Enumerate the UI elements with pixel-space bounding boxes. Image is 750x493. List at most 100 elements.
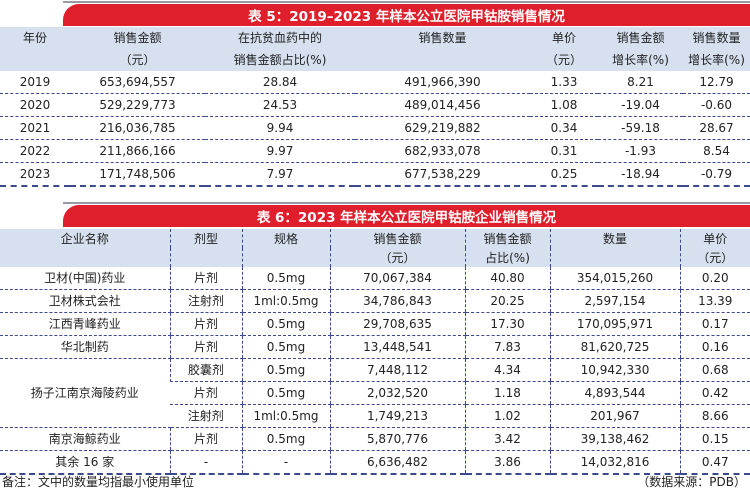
unit-price-cell: 0.47 bbox=[679, 450, 750, 475]
dosage-form-cell: 片剂 bbox=[169, 427, 242, 451]
table6-header-cell: 单价 bbox=[679, 229, 750, 248]
share-cell: 20.25 bbox=[464, 289, 550, 313]
table-row: 其余 16 家 - - 6,636,482 3.86 14,032,816 0.… bbox=[0, 450, 750, 475]
unit-price-cell: 0.15 bbox=[679, 427, 750, 451]
table5-header-cell: 增长率(%) bbox=[612, 52, 669, 67]
dosage-form-cell: 片剂 bbox=[170, 381, 242, 405]
table6-header-cell: 规格 bbox=[241, 229, 330, 248]
sales-amount-cell: 34,786,843 bbox=[329, 289, 465, 313]
amount-growth-cell: -1.93 bbox=[624, 144, 657, 158]
table6-header-cell: （元） bbox=[679, 248, 750, 267]
table6-header-cell bbox=[0, 248, 170, 267]
table5-header-cell: （元） bbox=[545, 52, 582, 67]
spec-cell: 0.5mg bbox=[241, 381, 330, 405]
table-row: 注射剂 1ml:0.5mg 1,749,213 1.02 201,967 8.6… bbox=[0, 404, 750, 428]
amount-growth-cell: -18.94 bbox=[621, 167, 660, 181]
table-row: 江西青峰药业 片剂 0.5mg 29,708,635 17.30 170,095… bbox=[0, 312, 750, 336]
spec-cell: 0.5mg bbox=[241, 312, 330, 336]
table-row: 2019 653,694,557 28.84 491,966,390 1.33 … bbox=[0, 71, 750, 94]
spec-cell: 0.5mg bbox=[241, 427, 330, 451]
table5-header-cell: 销售数量 bbox=[692, 30, 741, 45]
share-cell: 28.84 bbox=[262, 75, 298, 89]
sales-amount-cell: 529,229,773 bbox=[99, 98, 176, 112]
spec-cell: - bbox=[241, 450, 330, 475]
company-cell: 江西青峰药业 bbox=[0, 312, 170, 336]
table5-header-cell: 销售数量 bbox=[418, 30, 467, 45]
share-cell: 9.94 bbox=[266, 121, 294, 135]
table5-header-cell bbox=[0, 49, 70, 71]
share-cell: 7.83 bbox=[464, 335, 550, 359]
table6-header-row-2: （元） 占比(%) （元） bbox=[0, 248, 750, 267]
table6-header-cell bbox=[169, 248, 242, 267]
table6-header-row-1: 企业名称 剂型 规格 销售金额 销售金额 数量 单价 bbox=[0, 229, 750, 248]
spec-cell: 0.5mg bbox=[241, 358, 330, 382]
table5-title: 表 5：2019–2023 年样本公立医院甲钴胺销售情况 bbox=[63, 4, 750, 26]
share-cell: 1.18 bbox=[464, 381, 550, 405]
sales-amount-cell: 7,448,112 bbox=[329, 358, 465, 382]
spec-cell: 1ml:0.5mg bbox=[241, 289, 330, 313]
spec-cell: 0.5mg bbox=[241, 335, 330, 359]
company-cell: 华北制药 bbox=[0, 335, 170, 359]
year-cell: 2019 bbox=[19, 75, 51, 89]
dosage-form-cell: 注射剂 bbox=[169, 289, 242, 313]
quantity-cell: 354,015,260 bbox=[549, 267, 680, 290]
sales-amount-cell: 2,032,520 bbox=[329, 381, 465, 405]
company-cell: 扬子江南京海陵药业 bbox=[0, 358, 170, 428]
table-row: 卫材株式会社 注射剂 1ml:0.5mg 34,786,843 20.25 2,… bbox=[0, 289, 750, 313]
sales-amount-cell: 5,870,776 bbox=[329, 427, 465, 451]
unit-price-cell: 8.66 bbox=[679, 404, 750, 428]
qty-growth-cell: -0.60 bbox=[700, 98, 733, 112]
unit-price-cell: 0.31 bbox=[550, 144, 578, 158]
table5-header-row-1: 年份 销售金额 在抗贫血药中的 销售数量 单价 销售金额 销售数量 bbox=[0, 27, 750, 49]
share-cell: 9.97 bbox=[266, 144, 294, 158]
table6-top-rule bbox=[63, 202, 750, 204]
sales-amount-cell: 653,694,557 bbox=[99, 75, 176, 89]
amount-growth-cell: 8.21 bbox=[627, 75, 654, 89]
dosage-form-cell: - bbox=[169, 450, 242, 475]
quantity-cell: 10,942,330 bbox=[549, 358, 680, 382]
year-cell: 2023 bbox=[19, 167, 51, 181]
table-row: 扬子江南京海陵药业 胶囊剂 0.5mg 7,448,112 4.34 10,94… bbox=[0, 358, 750, 428]
unit-price-cell: 0.20 bbox=[679, 267, 750, 290]
sales-qty-cell: 677,538,229 bbox=[404, 167, 481, 181]
table6-title: 表 6：2023 年样本公立医院甲钴胺企业销售情况 bbox=[63, 205, 750, 227]
sales-qty-cell: 491,966,390 bbox=[404, 75, 481, 89]
dosage-form-cell: 片剂 bbox=[169, 267, 242, 290]
sales-amount-cell: 1,749,213 bbox=[329, 404, 465, 428]
year-cell: 2022 bbox=[19, 144, 51, 158]
company-cell: 卫材株式会社 bbox=[0, 289, 170, 313]
sales-amount-cell: 211,866,166 bbox=[99, 144, 176, 158]
share-cell: 40.80 bbox=[464, 267, 550, 290]
table-row: 卫材(中国)药业 片剂 0.5mg 70,067,384 40.80 354,0… bbox=[0, 267, 750, 290]
unit-price-cell: 0.16 bbox=[679, 335, 750, 359]
sales-amount-cell: 6,636,482 bbox=[329, 450, 465, 475]
sales-amount-cell: 70,067,384 bbox=[329, 267, 465, 290]
share-cell: 1.02 bbox=[464, 404, 550, 428]
unit-price-cell: 0.25 bbox=[550, 167, 578, 181]
quantity-cell: 14,032,816 bbox=[549, 450, 680, 475]
table-row: 2023 171,748,506 7.97 677,538,229 0.25 -… bbox=[0, 163, 750, 186]
quantity-cell: 170,095,971 bbox=[549, 312, 680, 336]
table5-header-cell: 销售金额 bbox=[113, 30, 162, 45]
table5-header-cell: 增长率(%) bbox=[688, 52, 745, 67]
dosage-form-cell: 注射剂 bbox=[170, 404, 242, 428]
share-cell: 3.42 bbox=[464, 427, 550, 451]
table5-header-cell: 年份 bbox=[22, 30, 47, 45]
unit-price-cell: 0.68 bbox=[679, 358, 750, 382]
table6-header-cell bbox=[241, 248, 330, 267]
sales-amount-cell: 29,708,635 bbox=[329, 312, 465, 336]
quantity-cell: 81,620,725 bbox=[549, 335, 680, 359]
share-cell: 17.30 bbox=[464, 312, 550, 336]
table6-header-cell bbox=[549, 248, 680, 267]
table6-header-cell: 销售金额 bbox=[329, 229, 465, 248]
table5-header-cell: 销售金额占比(%) bbox=[233, 52, 327, 67]
dosage-form-cell: 片剂 bbox=[169, 335, 242, 359]
unit-price-cell: 1.08 bbox=[550, 98, 578, 112]
table5-header-cell: 销售金额 bbox=[616, 30, 665, 45]
quantity-cell: 39,138,462 bbox=[549, 427, 680, 451]
sales-qty-cell: 629,219,882 bbox=[404, 121, 481, 135]
table6-header-cell: 剂型 bbox=[169, 229, 242, 248]
unit-price-cell: 0.42 bbox=[679, 381, 750, 405]
table6-header-cell: 数量 bbox=[549, 229, 680, 248]
table6-header-cell: 销售金额 bbox=[464, 229, 550, 248]
